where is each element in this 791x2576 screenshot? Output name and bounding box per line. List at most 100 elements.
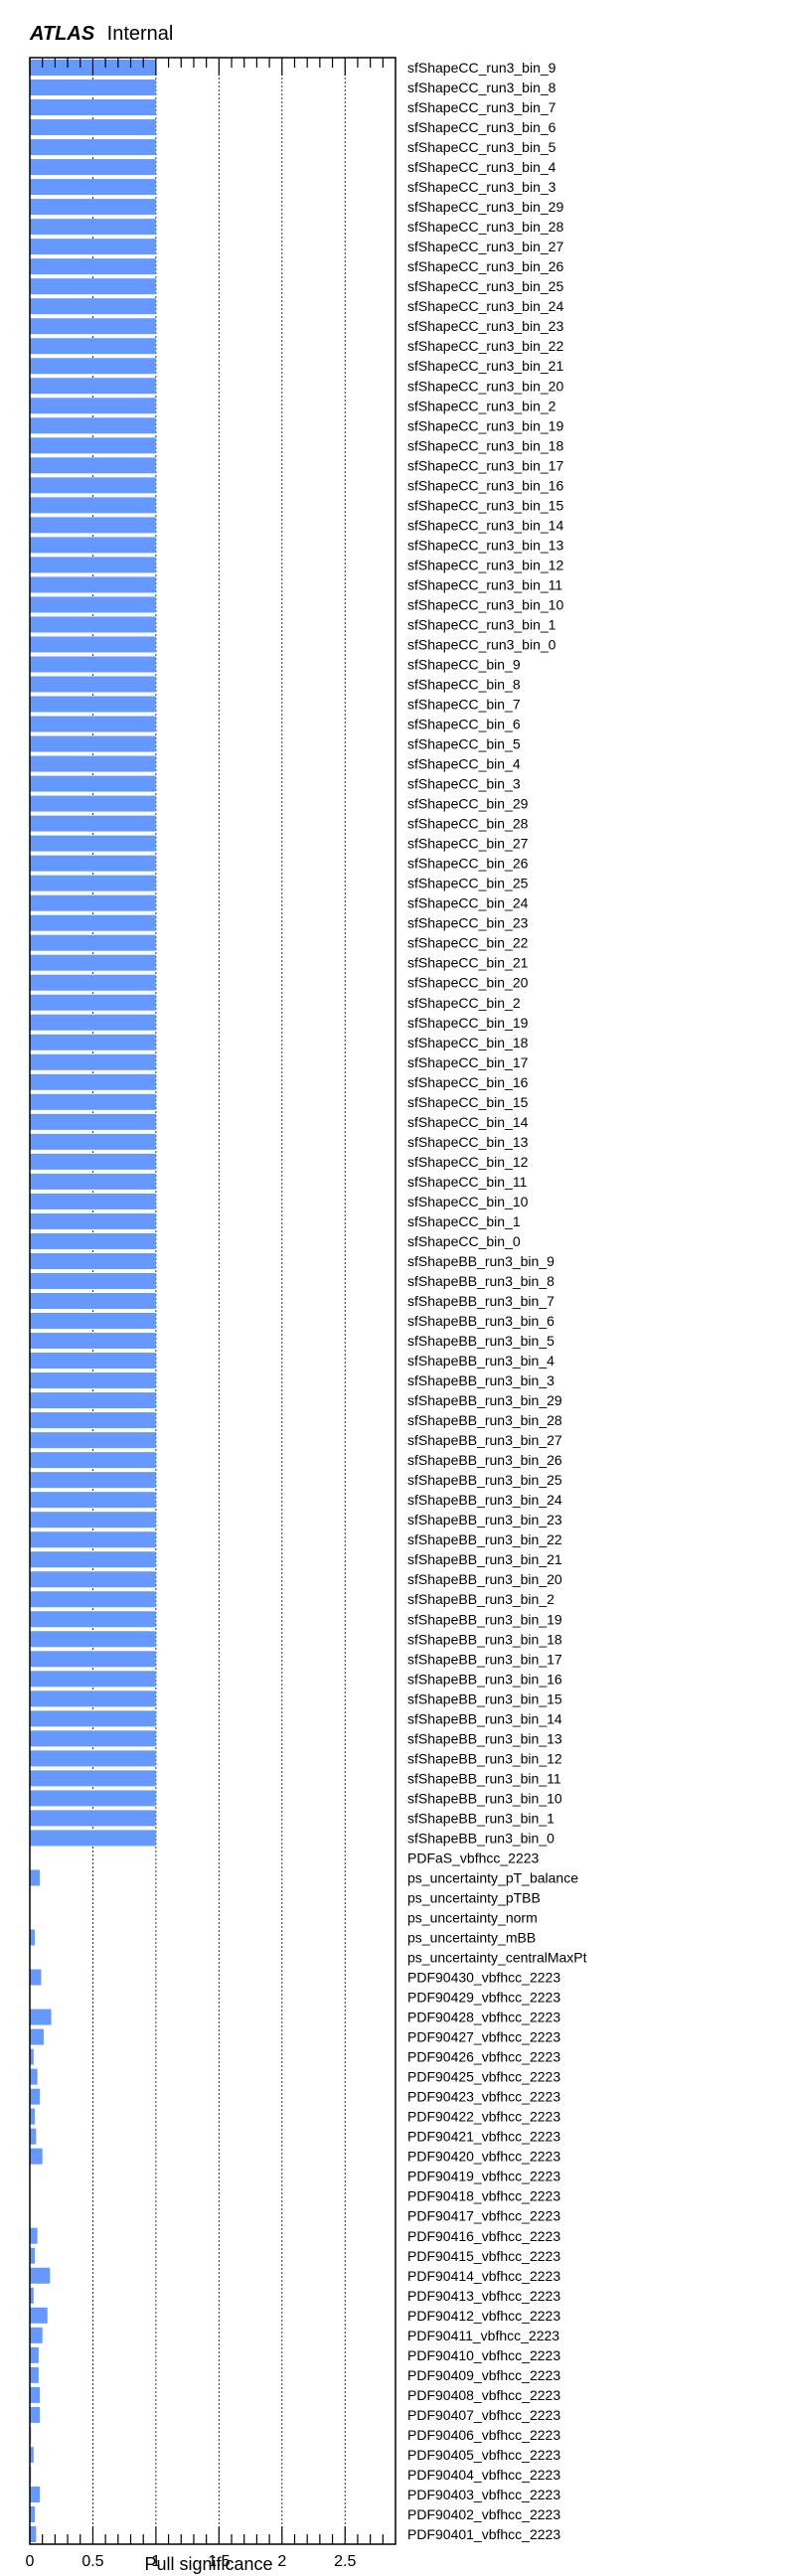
- category-label: sfShapeCC_run3_bin_21: [407, 358, 563, 374]
- category-label: sfShapeBB_run3_bin_7: [407, 1293, 554, 1309]
- bar: [30, 1770, 156, 1787]
- bar: [30, 1093, 156, 1110]
- category-label: sfShapeBB_run3_bin_26: [407, 1452, 562, 1468]
- bar: [30, 994, 156, 1011]
- bar: [30, 497, 156, 514]
- category-label: sfShapeCC_bin_8: [407, 677, 521, 693]
- bar: [30, 417, 156, 434]
- status-label: Internal: [107, 23, 174, 45]
- bar: [30, 795, 156, 812]
- bar: [30, 2048, 34, 2065]
- bar: [30, 1232, 156, 1249]
- bar: [30, 775, 156, 792]
- bar: [30, 2108, 36, 2125]
- bar: [30, 1810, 156, 1827]
- bar: [30, 2148, 43, 2165]
- bar: [30, 1292, 156, 1310]
- bar: [30, 1472, 156, 1489]
- bar: [30, 934, 156, 951]
- category-label: PDF90423_vbfhcc_2223: [407, 2089, 560, 2105]
- x-tick-label: 2.5: [334, 2553, 356, 2570]
- bar: [30, 1252, 156, 1269]
- category-label: PDF90420_vbfhcc_2223: [407, 2149, 560, 2165]
- bar: [30, 1212, 156, 1229]
- category-label: PDF90417_vbfhcc_2223: [407, 2208, 560, 2224]
- bar: [30, 1690, 156, 1707]
- category-label: sfShapeCC_run3_bin_11: [407, 576, 562, 592]
- category-label: PDF90405_vbfhcc_2223: [407, 2447, 560, 2463]
- bar: [30, 1611, 156, 1628]
- bar: [30, 815, 156, 832]
- bar: [30, 914, 156, 931]
- category-label: ps_uncertainty_pT_balance: [407, 1869, 578, 1885]
- category-label: sfShapeCC_bin_0: [407, 1233, 521, 1249]
- category-label: sfShapeBB_run3_bin_23: [407, 1512, 562, 1528]
- category-label: sfShapeBB_run3_bin_5: [407, 1333, 554, 1349]
- bar: [30, 159, 156, 176]
- bar: [30, 616, 156, 633]
- bar: [30, 1790, 156, 1807]
- bar: [30, 2267, 51, 2284]
- category-label: sfShapeCC_run3_bin_22: [407, 338, 563, 354]
- bar: [30, 1432, 156, 1449]
- category-label: PDF90407_vbfhcc_2223: [407, 2407, 560, 2423]
- category-label: sfShapeCC_bin_5: [407, 736, 521, 752]
- category-label: sfShapeCC_run3_bin_13: [407, 537, 563, 553]
- category-label: sfShapeCC_run3_bin_29: [407, 199, 563, 215]
- bar: [30, 1412, 156, 1429]
- bar: [30, 636, 156, 653]
- category-label: PDF90409_vbfhcc_2223: [407, 2367, 560, 2383]
- category-label: sfShapeBB_run3_bin_9: [407, 1253, 554, 1269]
- bar: [30, 676, 156, 693]
- category-label: PDF90422_vbfhcc_2223: [407, 2109, 560, 2125]
- category-label: sfShapeBB_run3_bin_4: [407, 1353, 554, 1368]
- category-label: sfShapeCC_bin_16: [407, 1074, 529, 1090]
- bar: [30, 1452, 156, 1469]
- category-label: sfShapeCC_bin_20: [407, 975, 529, 991]
- x-tick-label: 1.5: [208, 2553, 230, 2570]
- bar: [30, 1173, 156, 1190]
- bar: [30, 537, 156, 554]
- category-label: PDF90401_vbfhcc_2223: [407, 2526, 560, 2542]
- bar: [30, 835, 156, 852]
- category-label: sfShapeCC_run3_bin_6: [407, 119, 556, 135]
- category-label: PDF90421_vbfhcc_2223: [407, 2129, 560, 2145]
- bar: [30, 2346, 39, 2363]
- category-label: sfShapeBB_run3_bin_3: [407, 1372, 554, 1388]
- category-label: PDF90403_vbfhcc_2223: [407, 2487, 560, 2502]
- category-label: sfShapeCC_run3_bin_20: [407, 378, 563, 394]
- bar: [30, 99, 156, 116]
- category-label: sfShapeCC_run3_bin_17: [407, 457, 563, 473]
- category-label: sfShapeBB_run3_bin_6: [407, 1313, 554, 1329]
- bar: [30, 2386, 41, 2403]
- bar: [30, 1750, 156, 1767]
- x-tick-label: 2: [277, 2553, 286, 2570]
- bar: [30, 1034, 156, 1050]
- category-label: PDF90411_vbfhcc_2223: [407, 2328, 559, 2343]
- category-label: sfShapeCC_bin_28: [407, 816, 529, 832]
- bar: [30, 239, 156, 255]
- category-label: PDF90427_vbfhcc_2223: [407, 2029, 560, 2045]
- category-label: sfShapeBB_run3_bin_2: [407, 1591, 554, 1607]
- bar: [30, 1272, 156, 1289]
- category-label: sfShapeCC_bin_4: [407, 756, 521, 772]
- category-label: sfShapeBB_run3_bin_25: [407, 1472, 562, 1488]
- category-label: sfShapeCC_run3_bin_24: [407, 298, 563, 314]
- category-label: PDF90412_vbfhcc_2223: [407, 2308, 560, 2324]
- category-label: sfShapeBB_run3_bin_28: [407, 1412, 562, 1428]
- category-label: sfShapeCC_run3_bin_25: [407, 278, 563, 294]
- bar: [30, 1313, 156, 1330]
- category-label: sfShapeCC_run3_bin_14: [407, 517, 563, 533]
- bar: [30, 517, 156, 534]
- bar: [30, 954, 156, 971]
- bar: [30, 557, 156, 573]
- category-label: sfShapeBB_run3_bin_12: [407, 1750, 562, 1766]
- bar: [30, 358, 156, 375]
- category-label: sfShapeCC_run3_bin_26: [407, 258, 563, 274]
- category-label: PDF90404_vbfhcc_2223: [407, 2467, 560, 2483]
- category-label: sfShapeCC_bin_21: [407, 955, 529, 971]
- bar: [30, 457, 156, 474]
- bar: [30, 1512, 156, 1529]
- bar: [30, 596, 156, 613]
- category-label: PDF90426_vbfhcc_2223: [407, 2049, 560, 2065]
